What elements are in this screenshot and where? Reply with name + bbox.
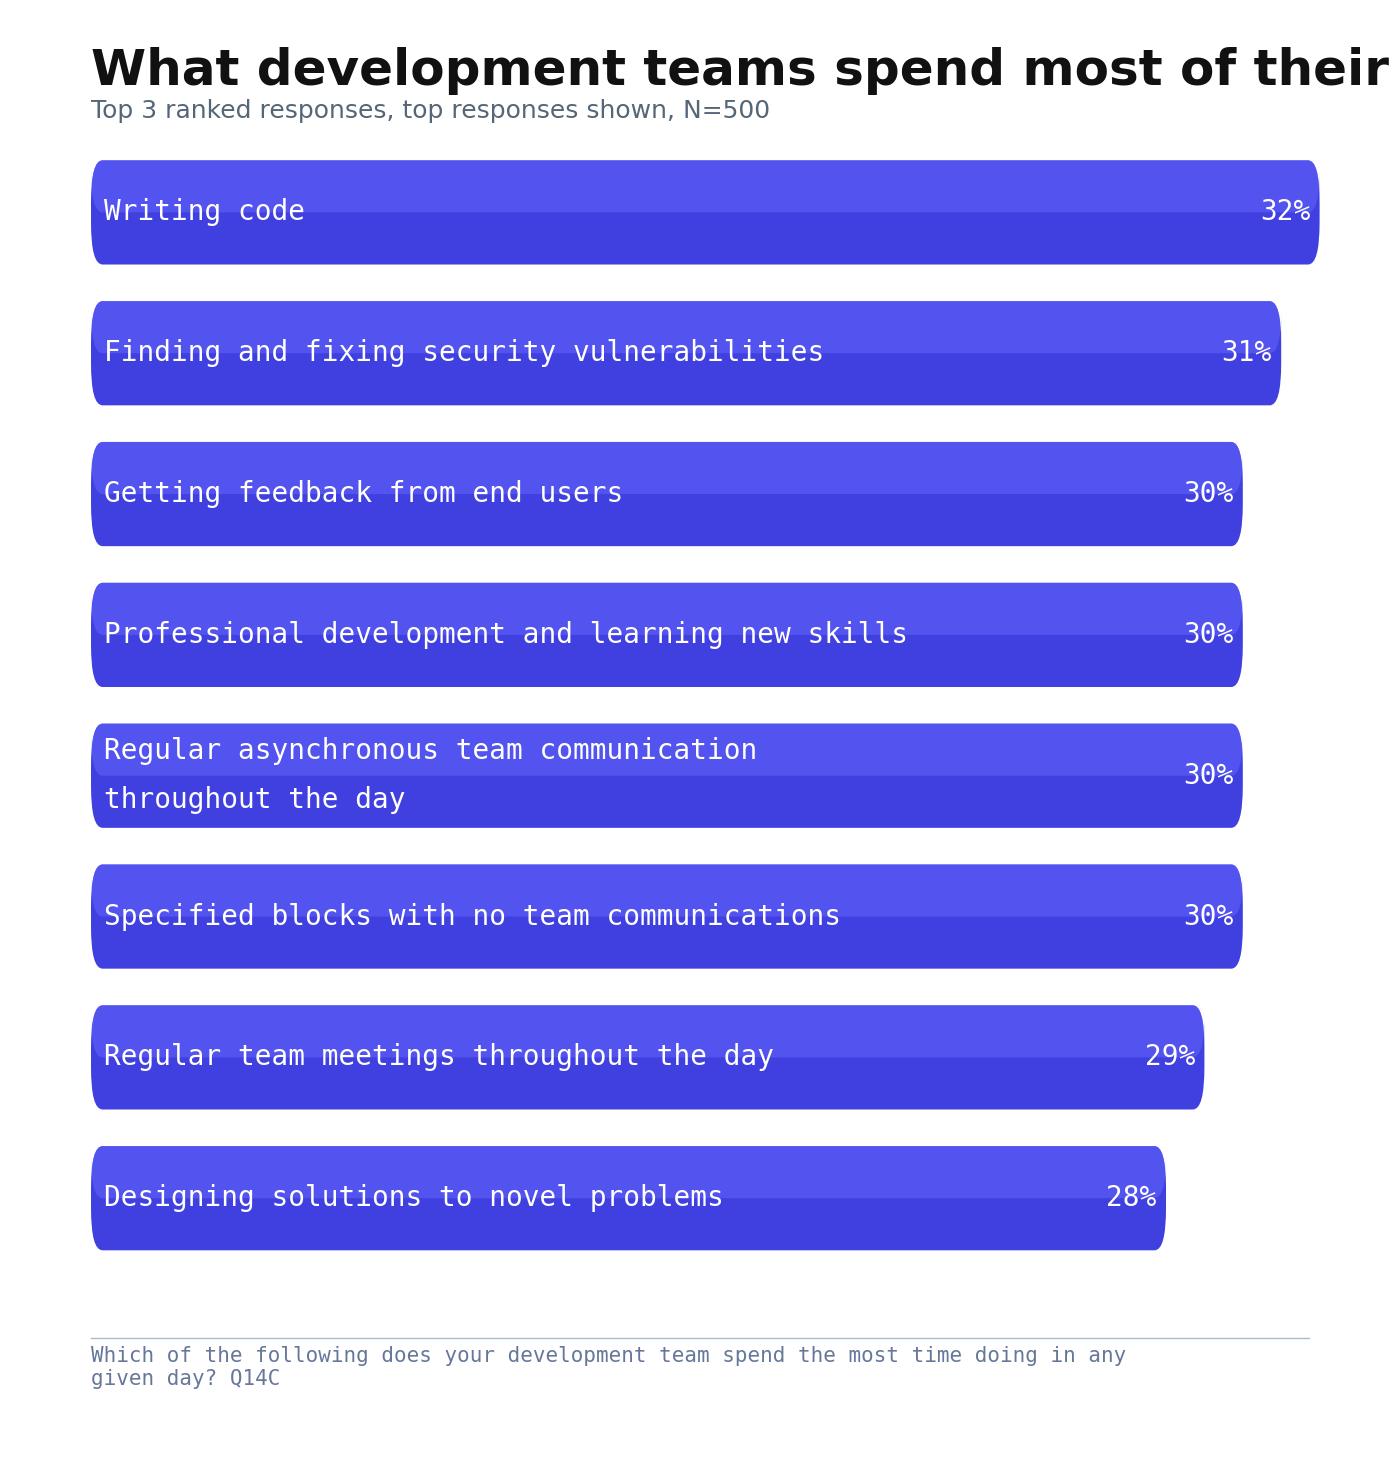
- FancyBboxPatch shape: [91, 161, 1320, 264]
- FancyBboxPatch shape: [91, 1147, 1166, 1198]
- Text: Writing code: Writing code: [105, 199, 305, 227]
- FancyBboxPatch shape: [91, 724, 1243, 828]
- FancyBboxPatch shape: [91, 1005, 1204, 1110]
- Text: 32%: 32%: [1260, 199, 1310, 227]
- Text: Specified blocks with no team communications: Specified blocks with no team communicat…: [105, 902, 841, 930]
- Text: Which of the following does your development team spend the most time doing in a: Which of the following does your develop…: [91, 1346, 1126, 1389]
- Text: Professional development and learning new skills: Professional development and learning ne…: [105, 621, 909, 649]
- Text: 30%: 30%: [1183, 481, 1233, 509]
- FancyBboxPatch shape: [91, 864, 1243, 917]
- FancyBboxPatch shape: [91, 582, 1243, 635]
- FancyBboxPatch shape: [91, 864, 1243, 968]
- FancyBboxPatch shape: [91, 301, 1281, 354]
- Text: What development teams spend most of their time doing: What development teams spend most of the…: [91, 47, 1400, 96]
- FancyBboxPatch shape: [91, 442, 1243, 494]
- Text: Designing solutions to novel problems: Designing solutions to novel problems: [105, 1184, 724, 1212]
- FancyBboxPatch shape: [91, 442, 1243, 547]
- Text: 30%: 30%: [1183, 762, 1233, 790]
- FancyBboxPatch shape: [91, 724, 1243, 775]
- FancyBboxPatch shape: [91, 1005, 1204, 1057]
- Text: 30%: 30%: [1183, 902, 1233, 930]
- FancyBboxPatch shape: [91, 582, 1243, 687]
- Text: Regular asynchronous team communication: Regular asynchronous team communication: [105, 737, 757, 765]
- Text: 30%: 30%: [1183, 621, 1233, 649]
- Text: Finding and fixing security vulnerabilities: Finding and fixing security vulnerabilit…: [105, 339, 825, 367]
- Text: throughout the day: throughout the day: [105, 786, 406, 814]
- FancyBboxPatch shape: [91, 161, 1320, 212]
- Text: 28%: 28%: [1106, 1184, 1156, 1212]
- Text: 29%: 29%: [1145, 1044, 1194, 1072]
- Text: Regular team meetings throughout the day: Regular team meetings throughout the day: [105, 1044, 774, 1072]
- Text: 31%: 31%: [1221, 339, 1271, 367]
- Text: Getting feedback from end users: Getting feedback from end users: [105, 481, 623, 509]
- Text: Top 3 ranked responses, top responses shown, N=500: Top 3 ranked responses, top responses sh…: [91, 99, 770, 122]
- FancyBboxPatch shape: [91, 301, 1281, 405]
- FancyBboxPatch shape: [91, 1147, 1166, 1250]
